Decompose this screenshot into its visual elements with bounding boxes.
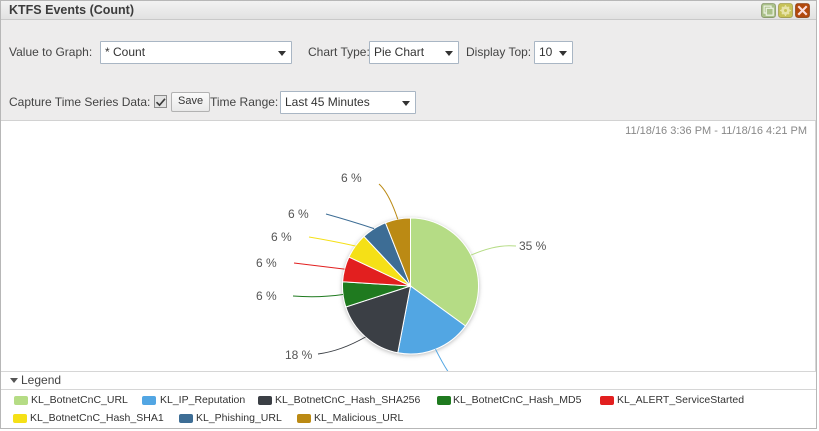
svg-text:6 %: 6 %: [271, 230, 292, 244]
svg-text:6 %: 6 %: [341, 171, 362, 185]
svg-text:6 %: 6 %: [288, 207, 309, 221]
svg-text:6 %: 6 %: [256, 256, 277, 270]
svg-text:35 %: 35 %: [519, 239, 547, 253]
svg-text:6 %: 6 %: [256, 289, 277, 303]
svg-text:18 %: 18 %: [285, 348, 313, 362]
